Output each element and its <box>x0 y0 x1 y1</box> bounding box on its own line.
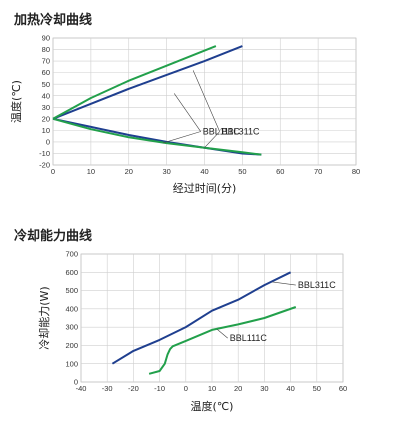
y-tick-label: 200 <box>65 341 78 350</box>
x-tick-label: 30 <box>260 384 268 393</box>
x-tick-label: 10 <box>208 384 216 393</box>
chart-title-heating-cooling: 加热冷却曲线 <box>14 13 93 28</box>
annotation-leader <box>162 131 201 144</box>
x-tick-label: -30 <box>102 384 113 393</box>
y-tick-label: 600 <box>65 268 78 277</box>
x-tick-label: 50 <box>313 384 321 393</box>
x-tick-label: 50 <box>238 167 246 176</box>
y-axis-label: 冷却能力(W) <box>37 286 51 349</box>
annotation-label-0: BBL311C <box>298 280 336 290</box>
series-line-1 <box>52 45 217 120</box>
x-tick-label: 20 <box>234 384 242 393</box>
annotation-label-0: BBL111C <box>203 127 241 137</box>
y-tick-label: 500 <box>65 286 78 295</box>
series-line-1 <box>148 306 297 375</box>
x-axis-label: 温度(℃) <box>191 399 234 413</box>
y-axis-label: 温度(℃) <box>9 80 23 123</box>
x-axis-label: 经过时间(分) <box>173 182 237 195</box>
y-tick-label: 400 <box>65 304 78 313</box>
x-tick-label: 10 <box>87 167 95 176</box>
y-tick-label: 0 <box>46 138 50 147</box>
series-line-0 <box>111 271 292 365</box>
y-tick-label: 10 <box>42 126 50 135</box>
x-tick-label: 80 <box>352 167 360 176</box>
x-tick-label: -10 <box>154 384 165 393</box>
x-tick-label: -40 <box>76 384 87 393</box>
x-tick-label: 20 <box>125 167 133 176</box>
y-tick-label: 80 <box>42 45 50 54</box>
x-tick-label: 40 <box>200 167 208 176</box>
x-tick-label: 40 <box>286 384 294 393</box>
x-tick-label: 0 <box>184 384 188 393</box>
y-tick-label: -20 <box>39 161 50 170</box>
series-line-0 <box>52 45 243 120</box>
x-tick-label: 0 <box>51 167 55 176</box>
annotation-label-1: BBL311C <box>222 127 260 137</box>
chart-title-cooling-capacity: 冷却能力曲线 <box>14 229 93 244</box>
annotation-leader <box>204 131 220 148</box>
y-tick-label: 70 <box>42 57 50 66</box>
x-tick-label: -20 <box>128 384 139 393</box>
annotation-leader <box>173 93 201 132</box>
annotation-leader <box>272 281 296 286</box>
y-tick-label: 50 <box>42 80 50 89</box>
x-tick-label: 30 <box>162 167 170 176</box>
annotation-label-1: BBL111C <box>230 333 268 343</box>
y-tick-label: 40 <box>42 91 50 100</box>
y-tick-label: 300 <box>65 323 78 332</box>
y-tick-label: 30 <box>42 103 50 112</box>
x-tick-label: 70 <box>314 167 322 176</box>
x-tick-label: 60 <box>276 167 284 176</box>
annotation-leader <box>192 70 220 132</box>
series-line-3 <box>52 117 262 156</box>
y-tick-label: 700 <box>65 250 78 259</box>
y-tick-label: 100 <box>65 359 78 368</box>
y-tick-label: 60 <box>42 68 50 77</box>
y-tick-label: 20 <box>42 114 50 123</box>
x-tick-label: 60 <box>339 384 347 393</box>
y-tick-label: 0 <box>74 378 78 387</box>
y-tick-label: -10 <box>39 149 50 158</box>
annotation-leader <box>217 329 228 339</box>
y-tick-label: 90 <box>42 34 50 43</box>
